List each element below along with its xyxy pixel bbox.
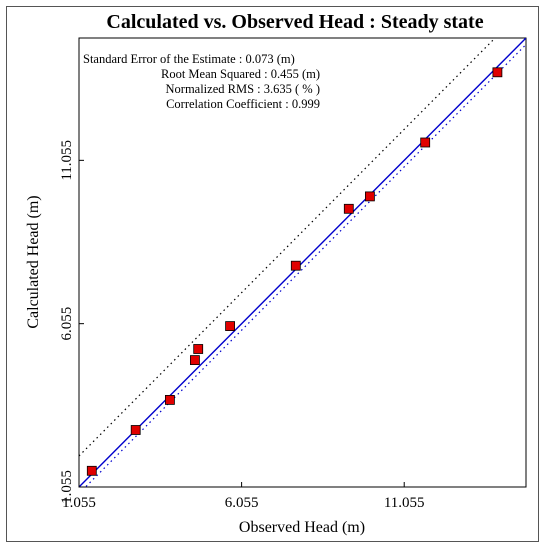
- data-point: [130, 425, 141, 435]
- y-tick-label: 11.055: [59, 140, 75, 181]
- y-tick-label: 6.055: [59, 307, 75, 341]
- identity-line: [79, 38, 526, 487]
- data-point: [189, 355, 200, 366]
- data-point: [492, 67, 503, 78]
- stat-standard-error: Standard Error of the Estimate : 0.073 (…: [83, 52, 295, 66]
- stat-normalized-rms: Normalized RMS : 3.635 ( % ): [166, 82, 321, 96]
- x-tick-label: 1.055: [62, 495, 96, 511]
- data-point: [193, 344, 204, 354]
- data-point: [225, 321, 236, 332]
- chart-title: Calculated vs. Observed Head : Steady st…: [106, 11, 483, 33]
- data-point: [364, 191, 375, 202]
- stat-correlation-coefficient: Correlation Coefficient : 0.999: [166, 97, 320, 111]
- data-point: [290, 260, 301, 271]
- x-tick-label: 11.055: [384, 495, 425, 511]
- data-point: [164, 394, 175, 405]
- stat-root-mean-squared: Root Mean Squared : 0.455 (m): [161, 67, 320, 81]
- x-axis-label: Observed Head (m): [239, 519, 365, 536]
- y-tick-label: 1.055: [59, 470, 75, 504]
- data-point: [343, 203, 354, 214]
- confidence-line-1: [79, 38, 496, 457]
- data-points: [86, 67, 503, 476]
- axis-ticks: 1.055 6.055 11.055 1.055 6.055 11.055: [59, 140, 425, 511]
- reference-lines: [79, 38, 526, 487]
- data-point: [86, 465, 97, 476]
- x-tick-label: 6.055: [225, 495, 259, 511]
- data-point: [420, 137, 431, 148]
- y-axis-label: Calculated Head (m): [25, 195, 42, 328]
- confidence-line-2: [84, 44, 526, 487]
